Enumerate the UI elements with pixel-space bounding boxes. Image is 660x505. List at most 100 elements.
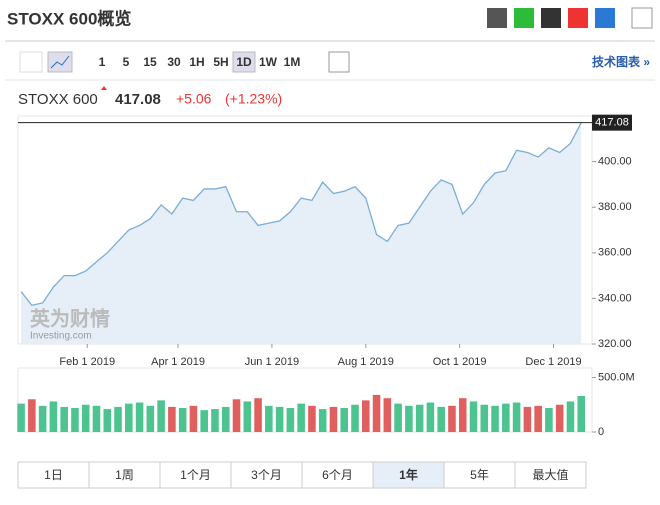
- volume-bar: [383, 398, 392, 432]
- quote-price: 417.08: [115, 91, 161, 108]
- range-tab[interactable]: [88, 461, 161, 489]
- interval-button[interactable]: 1M: [284, 55, 301, 69]
- interval-button[interactable]: 1: [99, 55, 106, 69]
- volume-bar: [178, 408, 187, 432]
- volume-bar: [318, 409, 327, 432]
- range-tab[interactable]: [372, 461, 445, 489]
- volume-bar: [243, 401, 252, 432]
- volume-bar: [254, 398, 262, 432]
- up-arrow: [101, 86, 107, 90]
- qq-icon[interactable]: [541, 8, 561, 28]
- y-tick-label: 380.00: [598, 201, 632, 213]
- interval-button[interactable]: 15: [143, 55, 157, 69]
- volume-bar: [275, 406, 284, 432]
- volume-frame: [17, 367, 593, 433]
- volume-bar: [523, 406, 532, 432]
- range-tab-label[interactable]: 1年: [399, 467, 418, 482]
- quote-change: +5.06: [176, 91, 212, 107]
- volume-bar: [103, 409, 112, 432]
- line-button[interactable]: [47, 51, 73, 73]
- price-line: [20, 122, 582, 306]
- y-tick-label: 340.00: [598, 292, 632, 304]
- volume-bar: [426, 402, 435, 432]
- interval-button[interactable]: 5: [123, 55, 130, 69]
- range-tab[interactable]: [17, 461, 90, 489]
- interval-button[interactable]: 1W: [259, 55, 278, 69]
- watermark-en: Investing.com: [30, 331, 92, 342]
- volume-bar: [189, 405, 198, 432]
- volume-bar: [577, 396, 586, 432]
- interval-button[interactable]: 1D: [236, 55, 252, 69]
- info-icon[interactable]: [631, 7, 653, 29]
- range-tab-label[interactable]: 1周: [115, 468, 134, 482]
- range-tab[interactable]: [443, 461, 516, 489]
- volume-bar: [60, 406, 68, 432]
- line-icon: [50, 55, 70, 69]
- x-tick-label: Feb 1 2019: [59, 356, 115, 368]
- volume-bar: [17, 403, 25, 432]
- volume-bar: [135, 402, 144, 432]
- volume-bar: [71, 408, 79, 432]
- x-tick-label: Oct 1 2019: [433, 356, 487, 368]
- range-tab-label[interactable]: 5年: [470, 468, 489, 482]
- volume-bar: [286, 408, 295, 432]
- volume-bar: [415, 404, 424, 432]
- interval-button[interactable]: 1H: [189, 55, 204, 69]
- candle-button[interactable]: [19, 51, 43, 73]
- volume-bar: [502, 403, 510, 432]
- active-interval: [232, 51, 256, 73]
- interval-button[interactable]: 5H: [213, 55, 228, 69]
- quote-change-pct: (+1.23%): [225, 91, 282, 107]
- volume-tick-label: 0: [598, 426, 604, 438]
- range-tab-label[interactable]: 1日: [44, 468, 63, 482]
- weibo-icon[interactable]: [568, 8, 588, 28]
- interval-button[interactable]: 30: [167, 55, 181, 69]
- price-area: [21, 122, 582, 345]
- volume-bar: [125, 403, 133, 432]
- volume-bar: [394, 403, 402, 432]
- volume-bar: [38, 405, 47, 432]
- volume-bar: [469, 401, 478, 432]
- share-icons[interactable]: [487, 7, 653, 29]
- watermark-cn: 英为财情: [30, 306, 110, 330]
- range-tab[interactable]: [230, 461, 303, 489]
- volume-bar: [458, 398, 467, 432]
- wechat-icon[interactable]: [514, 8, 534, 28]
- range-tab[interactable]: [301, 461, 374, 489]
- range-tab[interactable]: [514, 461, 587, 489]
- volume-bar: [351, 404, 359, 432]
- range-tab-label[interactable]: 3个月: [251, 468, 282, 482]
- volume-bar: [372, 394, 381, 432]
- volume-bar: [491, 405, 499, 432]
- mail-icon[interactable]: [487, 8, 507, 28]
- volume-bar: [361, 400, 370, 432]
- last-price-box: [592, 114, 632, 131]
- volume-bar: [211, 409, 219, 432]
- title: STOXX 600概览: [7, 8, 131, 28]
- tech-chart-link[interactable]: 技术图表 »: [592, 54, 650, 69]
- x-tick-label: Jun 1 2019: [245, 356, 299, 368]
- volume-bar: [168, 406, 176, 432]
- volume-bar: [480, 404, 489, 432]
- volume-bar: [232, 399, 241, 432]
- qzone-icon[interactable]: [595, 8, 615, 28]
- volume-bar: [545, 408, 553, 432]
- volume-bar: [265, 405, 273, 432]
- volume-bar: [157, 400, 165, 432]
- range-tab-label[interactable]: 6个月: [322, 468, 353, 482]
- volume-bar: [534, 405, 542, 432]
- range-tab-label[interactable]: 1个月: [180, 468, 211, 482]
- settings-button[interactable]: [328, 51, 350, 73]
- range-tab[interactable]: [159, 461, 232, 489]
- volume-bar: [405, 405, 413, 432]
- range-tab-label[interactable]: 最大值: [532, 467, 568, 482]
- volume-bar: [28, 399, 36, 432]
- volume-bar: [566, 401, 575, 432]
- y-tick-label: 400.00: [598, 156, 632, 168]
- volume-bar: [200, 410, 208, 432]
- quote-name: STOXX 600: [18, 91, 98, 108]
- volume-bar: [448, 405, 456, 432]
- y-tick-label: 320.00: [598, 338, 632, 350]
- volume-bar: [340, 408, 349, 432]
